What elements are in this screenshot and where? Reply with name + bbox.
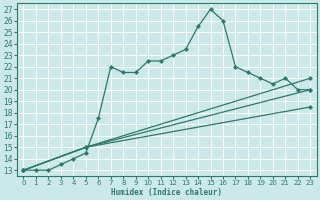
X-axis label: Humidex (Indice chaleur): Humidex (Indice chaleur) — [111, 188, 222, 197]
